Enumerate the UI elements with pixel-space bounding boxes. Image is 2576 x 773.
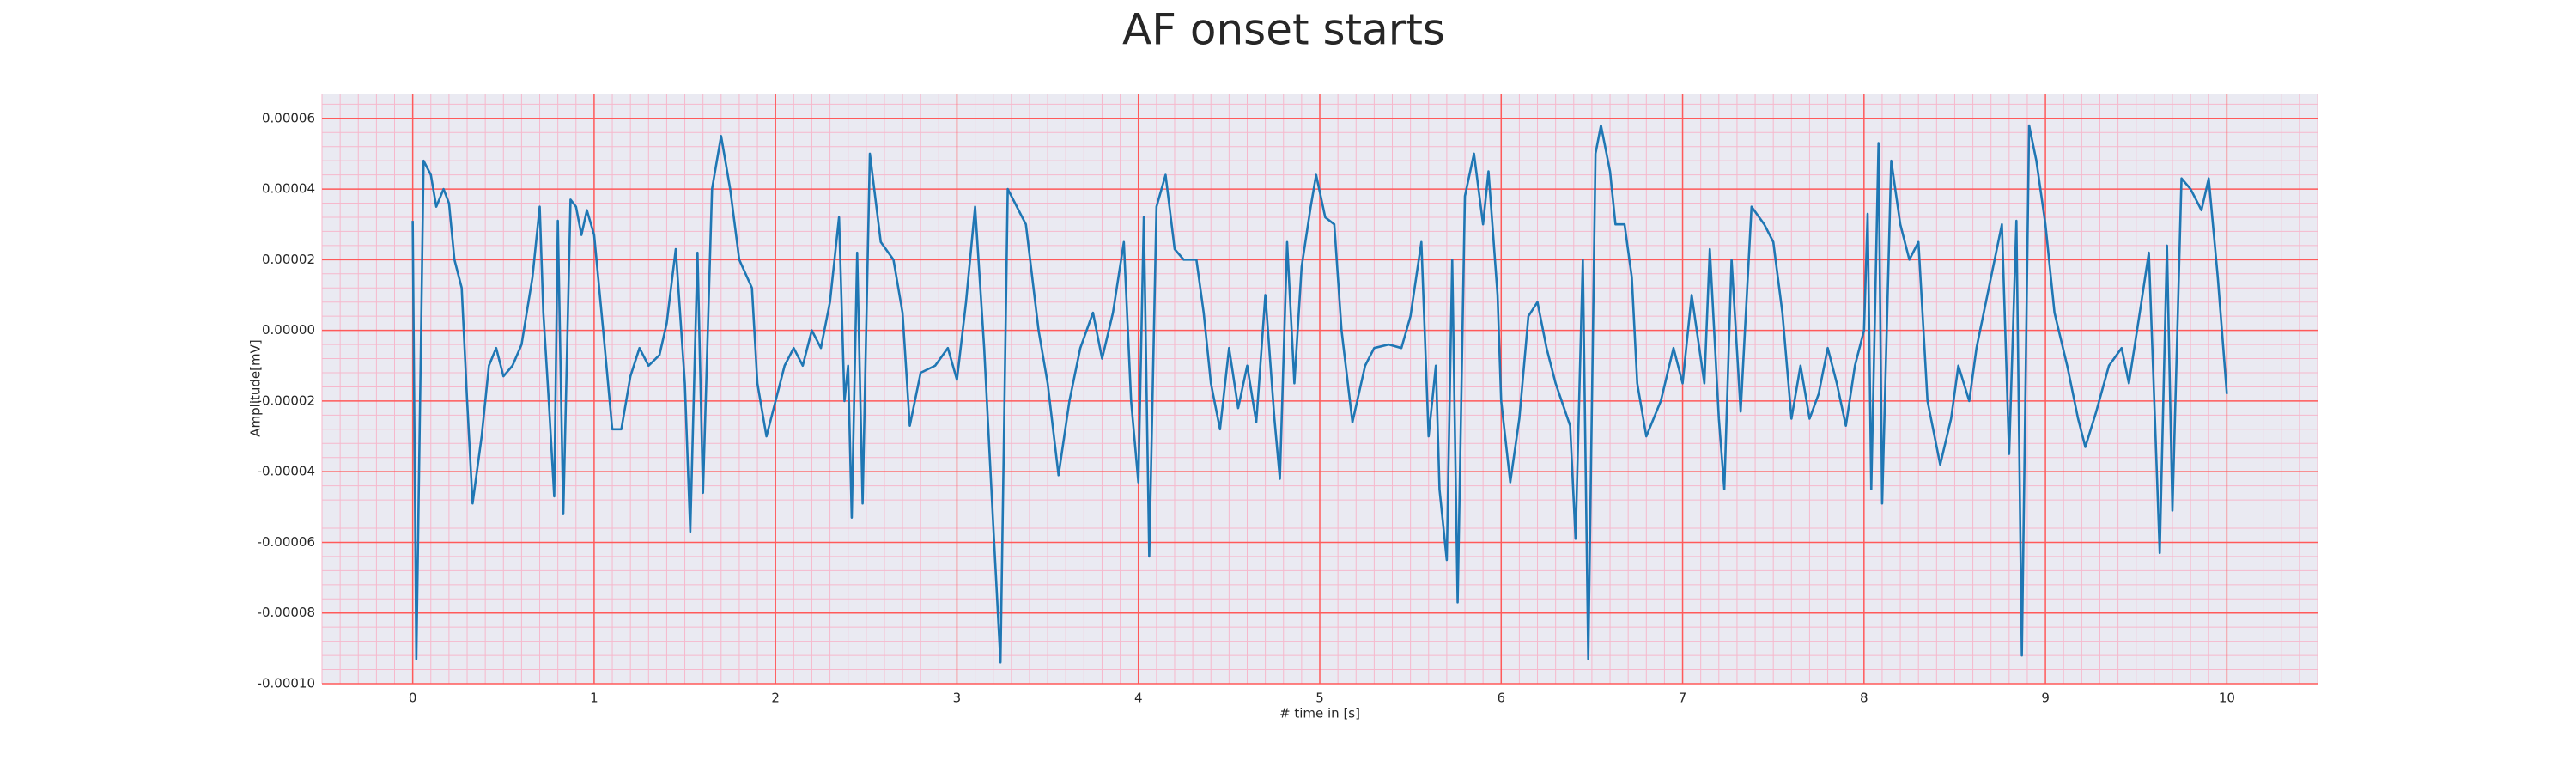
y-tick-label: -0.00008 bbox=[258, 605, 315, 620]
chart-title: AF onset starts bbox=[1122, 5, 1445, 55]
y-axis-label: Amplitude[mV] bbox=[248, 339, 264, 436]
x-tick-label: 2 bbox=[771, 691, 780, 706]
x-tick-label: 9 bbox=[2041, 691, 2050, 706]
x-tick-label: 6 bbox=[1497, 691, 1505, 706]
y-tick-label: -0.00004 bbox=[258, 464, 315, 479]
major-grid bbox=[322, 94, 2318, 685]
series bbox=[411, 124, 2228, 664]
x-tick-label: 0 bbox=[409, 691, 417, 706]
labels: 0 1 2 3 4 5 6 7 8 9 10 -0.00010 -0.00008 -0.00006 -0.0… bbox=[258, 110, 2235, 705]
x-tick-label: 3 bbox=[953, 691, 962, 706]
x-tick-label: 7 bbox=[1679, 691, 1687, 706]
x-tick-label: 10 bbox=[2219, 691, 2235, 706]
x-axis-label: # time in [s] bbox=[1279, 706, 1360, 721]
y-tick-label: 0.00006 bbox=[262, 110, 315, 125]
x-tick-label: 5 bbox=[1315, 691, 1324, 706]
y-tick-label: -0.00002 bbox=[258, 393, 315, 408]
y-tick-label: 0.00002 bbox=[262, 252, 315, 267]
y-tick-label: 0.00004 bbox=[262, 181, 315, 197]
y-tick-label: 0.00000 bbox=[262, 322, 315, 338]
signal-line bbox=[411, 124, 2228, 664]
x-tick-label: 8 bbox=[1860, 691, 1868, 706]
y-tick-label: -0.00010 bbox=[258, 676, 315, 691]
x-tick-label: 4 bbox=[1134, 691, 1143, 706]
x-tick-label: 1 bbox=[590, 691, 598, 706]
y-tick-label: -0.00006 bbox=[258, 534, 315, 550]
